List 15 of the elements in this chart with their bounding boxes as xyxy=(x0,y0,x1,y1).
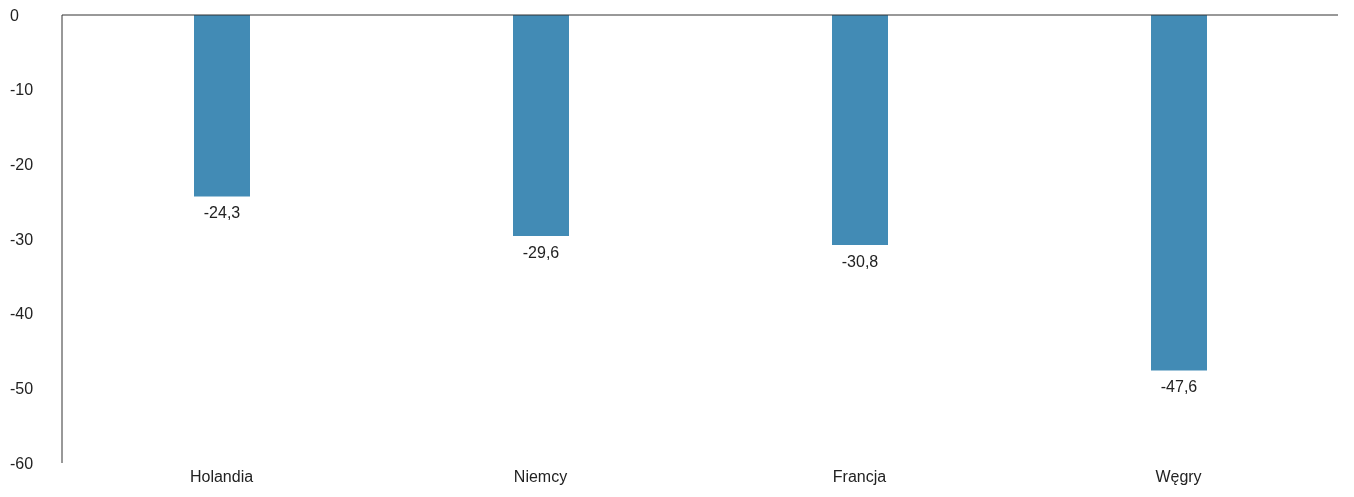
y-tick-label: 0 xyxy=(10,6,19,24)
y-tick-label: -10 xyxy=(10,81,34,99)
y-tick-label: -40 xyxy=(10,305,34,323)
y-tick-label: -60 xyxy=(10,454,34,472)
x-tick-label: Holandia xyxy=(189,468,254,486)
y-tick-label: -20 xyxy=(10,156,34,174)
data-label: -29,6 xyxy=(522,244,560,262)
y-tick-label: -30 xyxy=(10,230,34,248)
x-tick-label: Niemcy xyxy=(513,468,568,486)
data-label: -47,6 xyxy=(1160,378,1198,396)
data-label: -30,8 xyxy=(841,252,879,270)
data-label: -24,3 xyxy=(203,204,241,222)
y-tick-label: -50 xyxy=(10,380,34,398)
x-tick-label: Francja xyxy=(832,468,887,486)
x-tick-label: Węgry xyxy=(1155,468,1202,486)
